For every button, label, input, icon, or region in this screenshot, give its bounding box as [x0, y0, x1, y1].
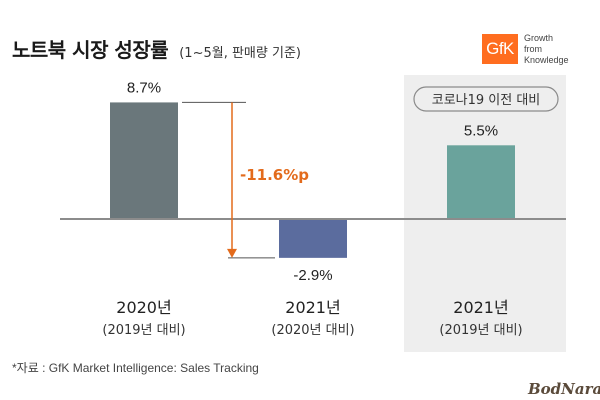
highlight-label: 코로나19 이전 대비 — [432, 93, 541, 108]
source-note: *자료 : GfK Market Intelligence: Sales Tra… — [12, 361, 259, 375]
chart-title-row: 노트북 시장 성장률 (1~5월, 판매량 기준) — [12, 34, 301, 63]
category-label: 2021년 — [453, 298, 508, 317]
gfk-tagline-line: Knowledge — [524, 55, 569, 65]
difference-label: -11.6%p — [240, 166, 309, 184]
chart-subtitle: (1~5월, 판매량 기준) — [179, 46, 301, 61]
gfk-tagline-line: Growth — [524, 33, 554, 43]
bars-group — [110, 102, 515, 258]
highlight-label-pill — [413, 86, 559, 112]
bar-value-label: 5.5% — [464, 122, 498, 139]
bar-value-label: 8.7% — [127, 79, 161, 96]
chart-title: 노트북 시장 성장률 — [12, 38, 169, 62]
bar — [110, 102, 178, 219]
category-sublabel: (2020년 대비) — [271, 323, 354, 338]
category-label: 2021년 — [285, 298, 340, 317]
gfk-tagline-line: from — [524, 44, 542, 54]
bar-value-label: -2.9% — [293, 267, 332, 284]
bodnara-watermark: BodNara — [528, 380, 600, 398]
bar — [447, 145, 515, 219]
bar — [279, 219, 347, 258]
difference-arrow-head — [227, 248, 237, 258]
gfk-logo: GfK — [482, 34, 518, 64]
category-label: 2020년 — [116, 298, 171, 317]
value-labels-group: 8.7% -2.9% 5.5% — [127, 79, 498, 283]
category-labels-group: 2020년 (2019년 대비) 2021년 (2020년 대비) 2021년 (2019… — [102, 298, 522, 338]
category-sublabel: (2019년 대비) — [102, 323, 185, 338]
gfk-tagline: Growth from Knowledge — [524, 33, 594, 66]
category-sublabel: (2019년 대비) — [439, 323, 522, 338]
